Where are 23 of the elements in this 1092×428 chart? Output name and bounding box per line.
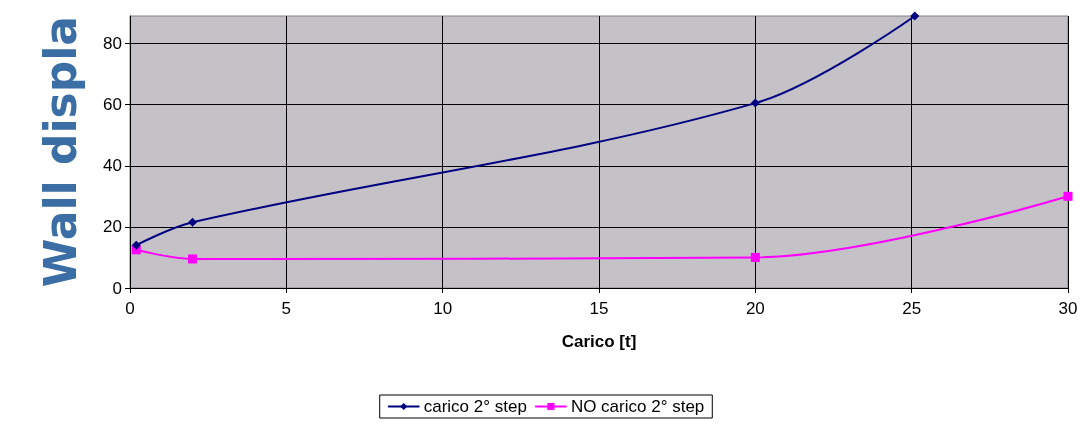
x-tick-label: 15: [589, 299, 609, 318]
y-tick-label: 40: [103, 156, 122, 176]
x-tick-label: 0: [125, 299, 135, 318]
x-tick-label: 5: [281, 299, 292, 318]
x-tick-label: 20: [745, 299, 765, 318]
legend-label: carico 2° step: [423, 397, 527, 416]
point: [1063, 191, 1073, 201]
y-axis-title: Wall displa: [34, 15, 86, 288]
y-tick-label: 20: [103, 217, 122, 237]
y-tick-label: 0: [112, 278, 122, 298]
y-tick-label: 60: [103, 95, 122, 115]
point: [750, 98, 760, 108]
x-axis-title: Carico [t]: [561, 332, 637, 351]
x-tick-label: 30: [1058, 299, 1078, 318]
point: [131, 240, 141, 250]
y-tick-label: 80: [103, 34, 122, 54]
x-tick-label: 10: [433, 299, 453, 318]
legend-label: NO carico 2° step: [570, 397, 705, 416]
point: [188, 254, 198, 264]
point: [750, 252, 760, 262]
point: [188, 217, 198, 227]
point: [910, 11, 920, 21]
x-tick-label: 25: [902, 299, 922, 318]
